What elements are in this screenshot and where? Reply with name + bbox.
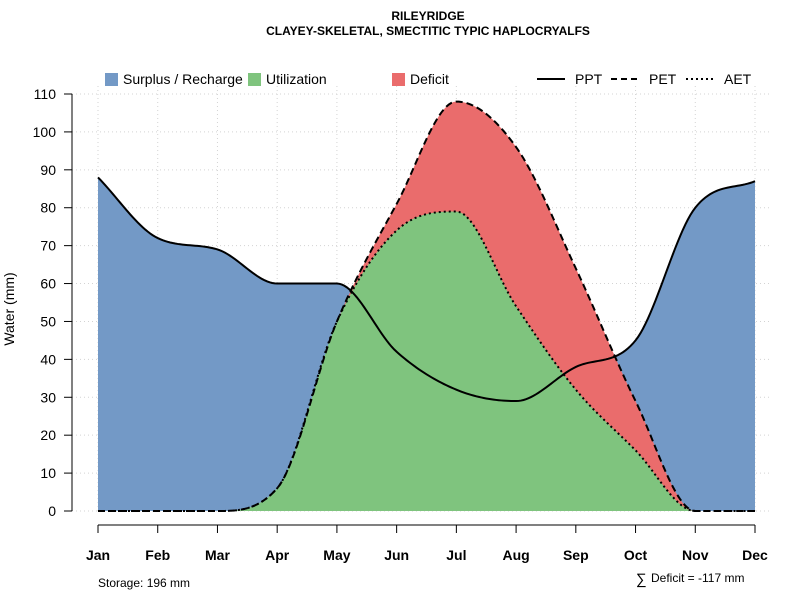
chart-subtitle: CLAYEY-SKELETAL, SMECTITIC TYPIC HAPLOCR… [266, 24, 590, 38]
series-line-ppt [97, 176, 756, 403]
legend-label-aet: AET [724, 71, 752, 87]
legend-label-deficit: Deficit [410, 71, 449, 87]
legend-swatch-utilization [248, 73, 261, 86]
x-tick-label-may: May [323, 547, 350, 563]
x-tick-label-feb: Feb [145, 547, 170, 563]
x-tick-label-dec: Dec [742, 547, 768, 563]
legend-swatch-surplus [105, 73, 118, 86]
x-tick-label-mar: Mar [205, 547, 230, 563]
legend: Surplus / Recharge Utilization Deficit P… [105, 71, 752, 87]
y-tick-label-40: 40 [40, 351, 56, 367]
legend-label-utilization: Utilization [266, 71, 327, 87]
legend-label-surplus: Surplus / Recharge [123, 71, 243, 87]
y-tick-label-80: 80 [40, 200, 56, 216]
y-tick-label-110: 110 [34, 86, 57, 102]
legend-label-pet: PET [649, 71, 677, 87]
y-axis-title: Water (mm) [1, 272, 17, 345]
y-tick-label-60: 60 [40, 276, 56, 292]
y-tick-label-0: 0 [48, 503, 56, 519]
series-lines [97, 100, 756, 512]
y-tick-label-10: 10 [40, 465, 56, 481]
axes: 0 10 20 30 40 50 60 70 80 90 100 110 Jan Feb Mar Apr May… [33, 86, 768, 563]
x-tick-label-oct: Oct [624, 547, 648, 563]
y-tick-label-70: 70 [40, 238, 56, 254]
x-tick-label-sep: Sep [563, 547, 589, 563]
x-tick-label-aug: Aug [502, 547, 529, 563]
x-tick-label-apr: Apr [265, 547, 290, 563]
x-tick-label-jan: Jan [86, 547, 110, 563]
y-tick-label-90: 90 [40, 162, 56, 178]
y-tick-label-100: 100 [33, 124, 57, 140]
area-utilization [98, 211, 755, 511]
legend-label-ppt: PPT [575, 71, 603, 87]
legend-swatch-deficit [392, 73, 405, 86]
storage-annotation: Storage: 196 mm [98, 576, 190, 590]
series-line-pet [98, 100, 755, 512]
x-tick-label-nov: Nov [682, 547, 709, 563]
y-tick-label-20: 20 [40, 427, 56, 443]
x-tick-label-jun: Jun [384, 547, 409, 563]
series-line-aet [98, 210, 755, 512]
sum-symbol: ∑ [636, 571, 647, 588]
area-surplus-above-pet [98, 101, 755, 511]
chart-title: RILEYRIDGE [391, 9, 464, 23]
y-tick-label-50: 50 [40, 313, 56, 329]
area-fills [98, 101, 755, 511]
x-tick-label-jul: Jul [446, 547, 466, 563]
y-tick-label-30: 30 [40, 389, 56, 405]
deficit-annotation: Deficit = -117 mm [651, 571, 744, 585]
